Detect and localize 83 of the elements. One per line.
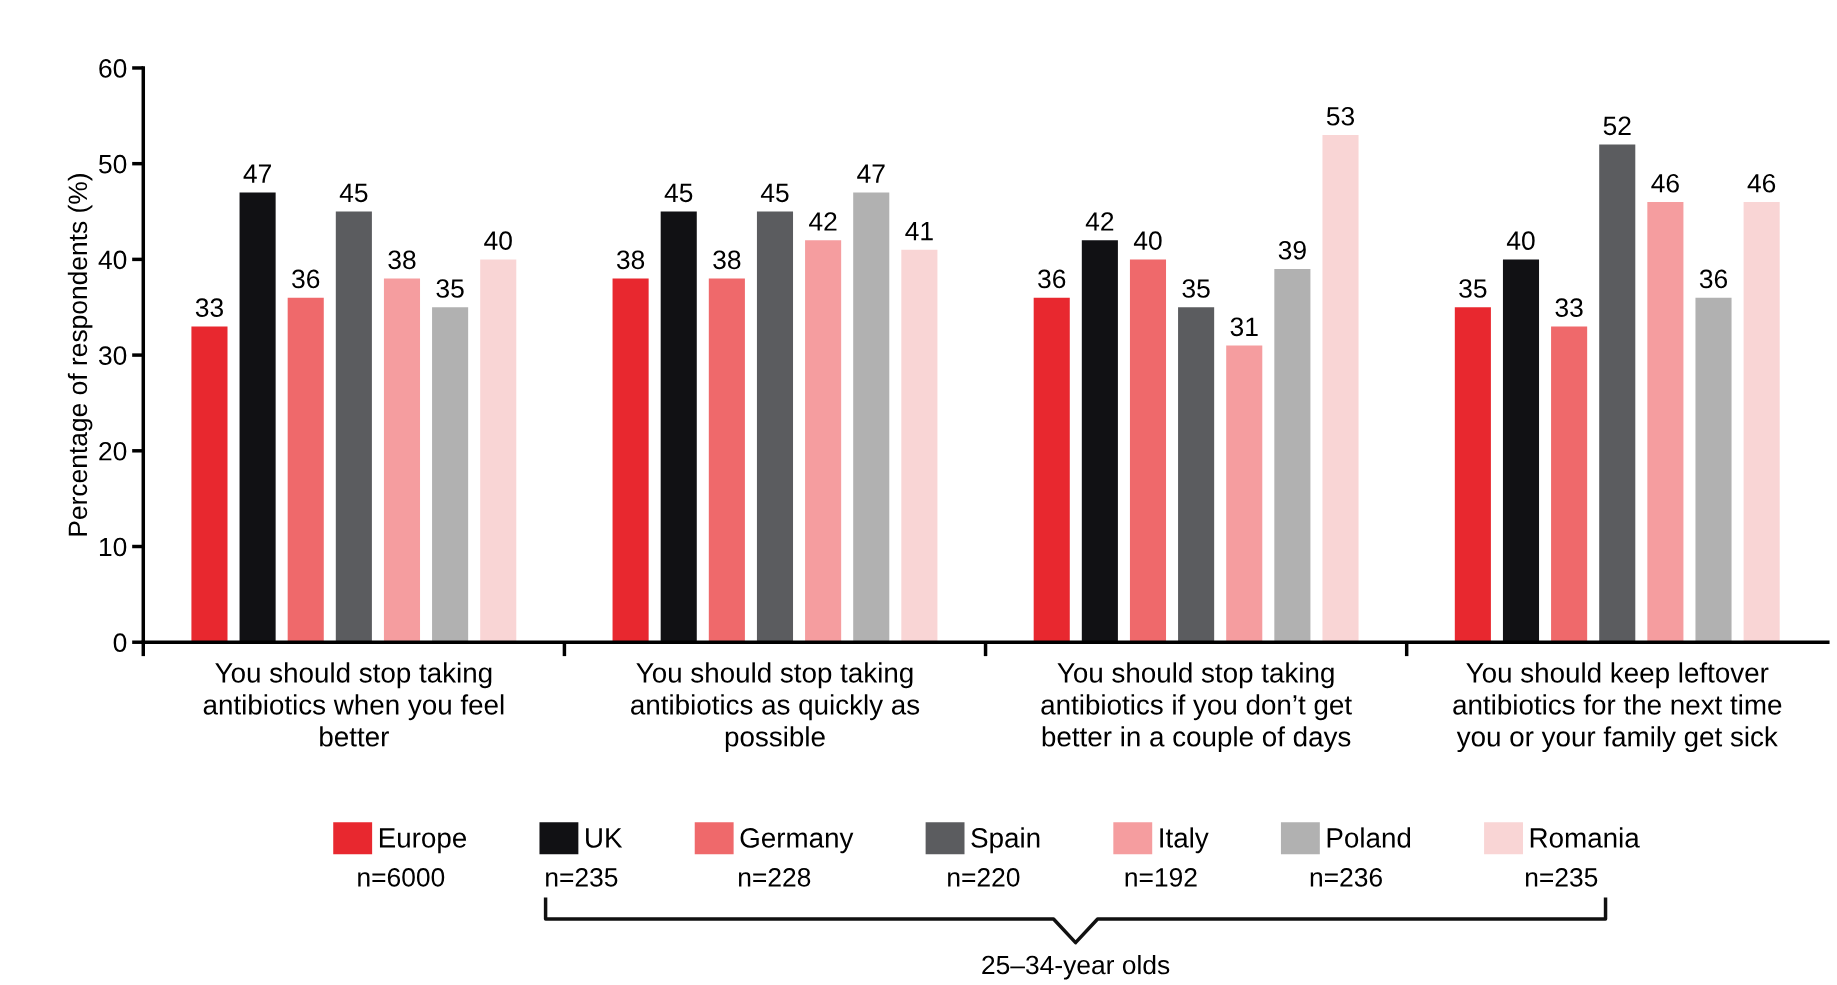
data-label: 47 bbox=[243, 164, 271, 183]
bar bbox=[1695, 297, 1732, 643]
y-tick-label: 40 bbox=[98, 250, 127, 270]
data-label: 35 bbox=[436, 279, 464, 298]
legend-label: Poland bbox=[1327, 827, 1411, 848]
bar bbox=[1322, 134, 1359, 643]
text: n=6000 bbox=[358, 868, 445, 887]
data-label: 36 bbox=[292, 269, 320, 289]
text: n=192 bbox=[1125, 868, 1197, 887]
y-tick-label: 30 bbox=[98, 346, 127, 365]
data-label: 38 bbox=[388, 250, 416, 270]
bar bbox=[1178, 307, 1215, 643]
data-label: 35 bbox=[1182, 279, 1210, 298]
x-tick-label: You should keep leftover antibiotics for the next time you or your family get sick bbox=[1453, 662, 1782, 753]
bar bbox=[335, 211, 372, 643]
bar bbox=[1599, 144, 1636, 643]
data-label: 38 bbox=[713, 250, 741, 270]
data-label: 45 bbox=[339, 183, 368, 203]
text: 25–34-year olds bbox=[982, 954, 1170, 980]
bar bbox=[1226, 345, 1263, 643]
y-tick-label: 50 bbox=[99, 154, 127, 174]
text: n=236 bbox=[1310, 868, 1382, 887]
bar bbox=[1033, 297, 1070, 643]
legend-label: UK bbox=[586, 828, 623, 848]
bar bbox=[1454, 307, 1491, 643]
data-label: 52 bbox=[1603, 116, 1631, 136]
bar bbox=[660, 211, 697, 643]
data-label: 47 bbox=[857, 164, 885, 183]
data-label: 36 bbox=[1699, 269, 1728, 289]
data-label: 45 bbox=[664, 183, 693, 203]
data-label: 46 bbox=[1651, 173, 1679, 193]
bar bbox=[239, 192, 276, 643]
data-label: 39 bbox=[1278, 240, 1306, 260]
bar bbox=[383, 278, 421, 643]
data-label: 36 bbox=[1038, 269, 1066, 289]
data-label: 42 bbox=[809, 212, 837, 231]
legend-label: Europe bbox=[379, 828, 467, 854]
bar bbox=[1551, 326, 1588, 643]
data-label: 40 bbox=[1133, 231, 1162, 250]
data-label: 31 bbox=[1230, 317, 1258, 337]
text: n=228 bbox=[739, 868, 811, 887]
bar bbox=[480, 259, 517, 643]
legend-label: Romania bbox=[1530, 827, 1640, 848]
bar bbox=[1743, 201, 1780, 643]
data-label: 40 bbox=[484, 231, 512, 250]
bar bbox=[1129, 259, 1167, 643]
bar bbox=[853, 192, 890, 643]
bar bbox=[901, 249, 938, 643]
y-tick-label: 20 bbox=[99, 441, 127, 461]
legend-label: Spain bbox=[971, 827, 1040, 854]
y-tick-label: 10 bbox=[99, 537, 127, 557]
y-tick-label: 0 bbox=[113, 633, 127, 653]
bar bbox=[432, 307, 469, 643]
bar bbox=[1274, 268, 1311, 643]
bar bbox=[287, 297, 324, 643]
data-label: 42 bbox=[1085, 212, 1114, 231]
bar bbox=[756, 211, 794, 643]
data-label: 33 bbox=[195, 298, 223, 317]
y-axis-title: Percentage of respondents (%) bbox=[67, 174, 93, 536]
data-label: 41 bbox=[905, 222, 933, 241]
text: n=235 bbox=[1525, 868, 1598, 887]
data-label: 53 bbox=[1326, 106, 1355, 126]
bar bbox=[1081, 240, 1118, 643]
text: n=235 bbox=[546, 868, 618, 887]
bar bbox=[708, 278, 745, 643]
legend-label: Germany bbox=[740, 828, 854, 854]
data-label: 40 bbox=[1506, 231, 1535, 250]
data-label: 46 bbox=[1747, 173, 1776, 193]
data-label: 45 bbox=[760, 183, 789, 203]
bar bbox=[805, 240, 842, 643]
x-tick-label: You should stop taking antibiotics when you feel better bbox=[203, 662, 504, 747]
bar bbox=[191, 326, 228, 643]
x-tick-label: You should stop taking antibiotics as quickly as possible bbox=[631, 662, 920, 753]
bar bbox=[1502, 259, 1540, 643]
y-tick-label: 60 bbox=[99, 59, 127, 78]
x-tick-label: You should stop taking antibiotics if you don’t get better in a couple of days bbox=[1041, 662, 1352, 753]
data-label: 38 bbox=[616, 250, 645, 270]
bar bbox=[612, 278, 649, 643]
legend-label: Italy bbox=[1160, 827, 1209, 854]
text: n=220 bbox=[948, 868, 1020, 887]
bar bbox=[1647, 201, 1684, 643]
data-label: 33 bbox=[1555, 298, 1583, 317]
data-label: 35 bbox=[1459, 279, 1487, 298]
